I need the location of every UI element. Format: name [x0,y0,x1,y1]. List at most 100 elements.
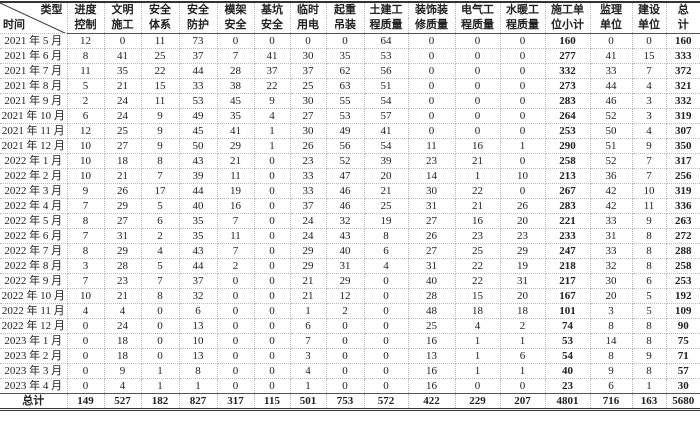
table-cell: 0 [499,93,546,109]
table-cell: 43 [178,153,218,169]
table-cell: 37 [253,63,291,79]
table-cell: 0 [363,363,409,379]
row-time: 2022 年 10 月 [0,288,68,304]
table-cell: 48 [407,303,456,319]
table-cell: 33 [289,183,327,199]
table-cell: 20 [499,213,546,229]
table-cell: 41 [589,48,633,64]
table-cell: 8 [66,48,105,64]
table-cell: 32 [589,258,633,274]
column-header-line2: 程质量 [363,18,409,34]
table-cell: 283 [544,93,591,109]
table-cell: 8 [140,288,180,304]
total-cell: 527 [103,393,142,410]
table-cell: 73 [178,33,218,49]
table-cell: 167 [544,288,591,304]
table-cell: 247 [544,243,591,259]
table-cell: 26 [499,198,546,214]
table-cell: 18 [454,303,501,319]
table-cell: 1 [140,363,180,379]
table-cell: 53 [544,333,591,349]
table-cell: 0 [499,33,546,49]
total-row: 总计 149 527 182 827 317 115 501 753 572 422 229 207 48… [0,393,700,410]
table-cell: 23 [544,378,591,394]
table-cell: 7 [140,273,180,289]
table-cell: 29 [289,243,327,259]
table-cell: 0 [216,378,255,394]
table-cell: 0 [454,63,501,79]
table-cell: 263 [665,213,700,229]
table-cell: 51 [589,138,633,154]
row-time: 2021 年 12 月 [0,138,68,154]
column-header-line2: 位小计 [544,18,591,34]
table-cell: 0 [253,168,291,184]
table-cell: 42 [589,198,633,214]
table-cell: 0 [216,288,255,304]
row-time: 2022 年 7 月 [0,243,68,259]
table-cell: 53 [325,108,365,124]
table-cell: 35 [103,63,142,79]
table-cell: 160 [665,33,700,49]
table-cell: 6 [66,108,105,124]
table-cell: 2 [140,228,180,244]
table-cell: 33 [589,243,633,259]
table-cell: 4 [363,258,409,274]
table-cell: 21 [454,198,501,214]
table-cell: 1 [454,348,501,364]
table-cell: 29 [325,273,365,289]
table-cell: 0 [66,333,105,349]
table-cell: 9 [631,138,667,154]
table-cell: 0 [66,318,105,334]
table-cell: 1 [289,378,327,394]
table-cell: 332 [544,63,591,79]
row-time: 2022 年 9 月 [0,273,68,289]
table-row: 2022 年 4 月 7 29 5 40 16 0 37 46 25 31 21 26 283 42 11 33… [0,198,700,214]
table-cell: 0 [253,303,291,319]
table-cell: 253 [544,123,591,139]
table-cell: 52 [325,153,365,169]
table-cell: 29 [103,198,142,214]
table-cell: 273 [544,78,591,94]
table-cell: 19 [363,213,409,229]
table-cell: 336 [665,198,700,214]
table-cell: 26 [103,183,142,199]
table-cell: 6 [363,243,409,259]
table-cell: 10 [66,288,105,304]
table-cell: 21 [103,168,142,184]
table-cell: 0 [454,48,501,64]
table-cell: 0 [253,213,291,229]
table-cell: 19 [216,183,255,199]
table-cell: 18 [103,153,142,169]
table-cell: 40 [544,363,591,379]
table-cell: 51 [363,78,409,94]
table-cell: 290 [544,138,591,154]
table-cell: 35 [325,48,365,64]
table-cell: 21 [363,183,409,199]
table-cell: 9 [589,363,633,379]
table-cell: 31 [499,273,546,289]
table-cell: 0 [454,93,501,109]
table-cell: 1 [454,168,501,184]
table-cell: 0 [454,78,501,94]
table-cell: 0 [407,33,456,49]
table-cell: 0 [140,318,180,334]
table-cell: 217 [544,273,591,289]
table-cell: 30 [407,183,456,199]
table-cell: 42 [589,183,633,199]
total-cell: 163 [631,393,667,410]
table-cell: 21 [454,153,501,169]
table-cell: 1 [631,378,667,394]
table-cell: 0 [253,333,291,349]
total-cell: 5680 [665,393,700,410]
table-cell: 1 [499,138,546,154]
table-cell: 0 [363,273,409,289]
table-cell: 27 [289,108,327,124]
total-cell: 182 [140,393,180,410]
table-cell: 8 [589,318,633,334]
table-cell: 57 [363,108,409,124]
table-cell: 25 [363,198,409,214]
table-cell: 37 [289,63,327,79]
table-row: 2022 年 1 月 10 18 8 43 21 0 23 52 39 23 21 0 258 52 7 317 [0,153,700,169]
table-row: 2023 年 4 月 0 4 1 1 0 0 1 0 0 16 0 0 23 6 1 30 [0,378,700,394]
table-cell: 0 [363,288,409,304]
